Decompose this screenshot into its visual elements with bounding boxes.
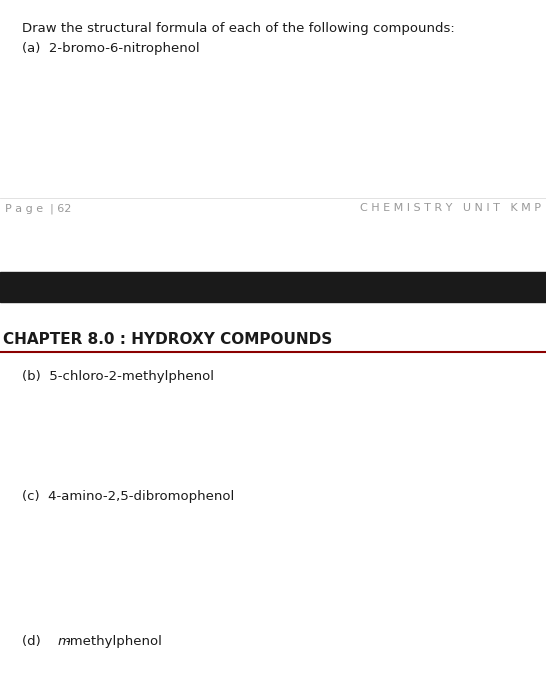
- Text: Draw the structural formula of each of the following compounds:: Draw the structural formula of each of t…: [22, 22, 455, 35]
- Text: CHAPTER 8.0 : HYDROXY COMPOUNDS: CHAPTER 8.0 : HYDROXY COMPOUNDS: [3, 332, 333, 347]
- Bar: [0, 272, 546, 302]
- Text: (d): (d): [22, 635, 54, 648]
- Text: C H E M I S T R Y   U N I T   K M P: C H E M I S T R Y U N I T K M P: [360, 203, 541, 213]
- Text: -methylphenol: -methylphenol: [65, 635, 162, 648]
- Text: m: m: [58, 635, 71, 648]
- Text: P a g e  | 62: P a g e | 62: [5, 203, 72, 214]
- Text: (a)  2-bromo-6-nitrophenol: (a) 2-bromo-6-nitrophenol: [22, 42, 200, 55]
- Text: (b)  5-chloro-2-methylphenol: (b) 5-chloro-2-methylphenol: [22, 370, 214, 383]
- Text: (c)  4-amino-2,5-dibromophenol: (c) 4-amino-2,5-dibromophenol: [22, 490, 234, 503]
